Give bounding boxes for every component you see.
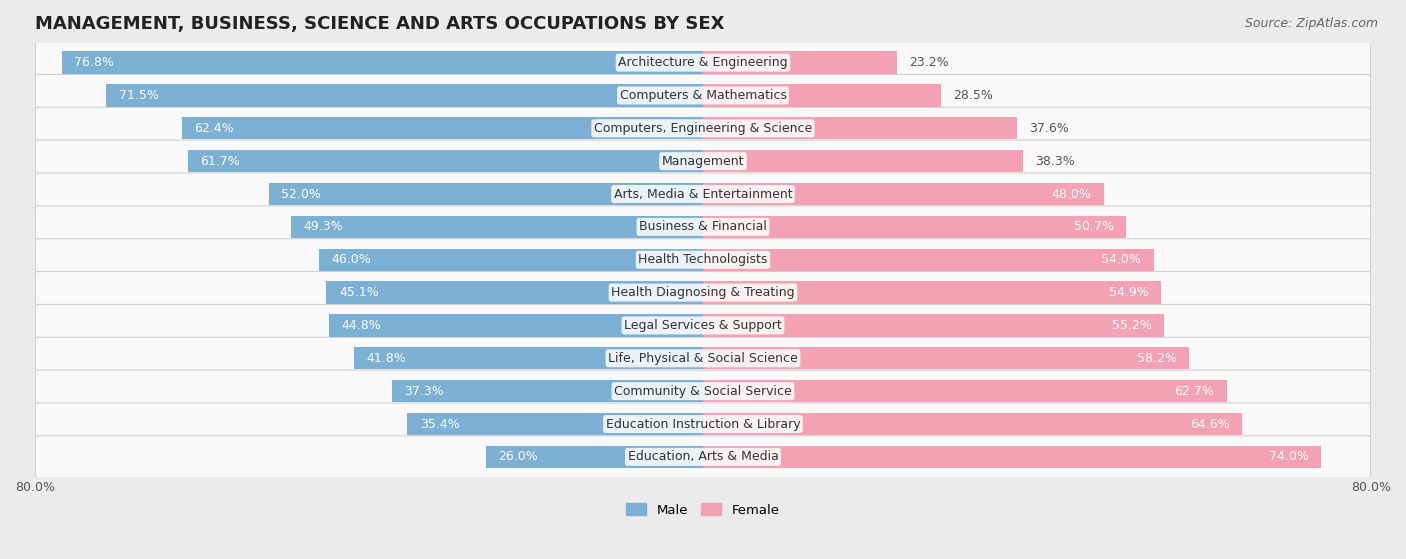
Bar bbox=[703, 150, 1022, 172]
Text: Source: ZipAtlas.com: Source: ZipAtlas.com bbox=[1244, 17, 1378, 30]
Bar bbox=[703, 446, 1320, 468]
Bar bbox=[703, 347, 1189, 369]
Text: 35.4%: 35.4% bbox=[420, 418, 460, 430]
Bar bbox=[703, 314, 1164, 337]
Bar bbox=[181, 117, 703, 140]
Text: 28.5%: 28.5% bbox=[953, 89, 994, 102]
Text: Computers, Engineering & Science: Computers, Engineering & Science bbox=[593, 122, 813, 135]
Text: 61.7%: 61.7% bbox=[200, 155, 240, 168]
Bar bbox=[703, 183, 1104, 205]
Legend: Male, Female: Male, Female bbox=[621, 498, 785, 522]
Bar bbox=[408, 413, 703, 435]
Text: 38.3%: 38.3% bbox=[1035, 155, 1076, 168]
Text: 50.7%: 50.7% bbox=[1074, 220, 1114, 233]
Text: 26.0%: 26.0% bbox=[498, 451, 538, 463]
Text: 46.0%: 46.0% bbox=[332, 253, 371, 266]
Bar bbox=[391, 380, 703, 402]
Bar bbox=[62, 51, 703, 74]
Bar bbox=[703, 216, 1126, 238]
Text: 52.0%: 52.0% bbox=[281, 187, 321, 201]
Text: 62.4%: 62.4% bbox=[194, 122, 235, 135]
Text: Life, Physical & Social Science: Life, Physical & Social Science bbox=[609, 352, 797, 365]
Text: Education Instruction & Library: Education Instruction & Library bbox=[606, 418, 800, 430]
Text: Legal Services & Support: Legal Services & Support bbox=[624, 319, 782, 332]
FancyBboxPatch shape bbox=[35, 206, 1371, 248]
Bar bbox=[703, 84, 941, 107]
Text: 62.7%: 62.7% bbox=[1174, 385, 1213, 397]
FancyBboxPatch shape bbox=[35, 403, 1371, 445]
Text: MANAGEMENT, BUSINESS, SCIENCE AND ARTS OCCUPATIONS BY SEX: MANAGEMENT, BUSINESS, SCIENCE AND ARTS O… bbox=[35, 15, 724, 33]
Text: Health Technologists: Health Technologists bbox=[638, 253, 768, 266]
Text: Education, Arts & Media: Education, Arts & Media bbox=[627, 451, 779, 463]
Bar bbox=[269, 183, 703, 205]
Bar bbox=[105, 84, 703, 107]
Bar bbox=[703, 281, 1161, 304]
Text: 74.0%: 74.0% bbox=[1268, 451, 1309, 463]
FancyBboxPatch shape bbox=[35, 107, 1371, 149]
FancyBboxPatch shape bbox=[35, 140, 1371, 182]
Text: Arts, Media & Entertainment: Arts, Media & Entertainment bbox=[613, 187, 793, 201]
Text: Health Diagnosing & Treating: Health Diagnosing & Treating bbox=[612, 286, 794, 299]
Text: 37.6%: 37.6% bbox=[1029, 122, 1069, 135]
Text: 37.3%: 37.3% bbox=[404, 385, 444, 397]
Bar bbox=[703, 249, 1154, 271]
Text: Business & Financial: Business & Financial bbox=[640, 220, 766, 233]
Bar bbox=[703, 413, 1243, 435]
Bar bbox=[291, 216, 703, 238]
Text: Architecture & Engineering: Architecture & Engineering bbox=[619, 56, 787, 69]
Bar bbox=[326, 281, 703, 304]
Text: 64.6%: 64.6% bbox=[1191, 418, 1230, 430]
FancyBboxPatch shape bbox=[35, 370, 1371, 412]
FancyBboxPatch shape bbox=[35, 41, 1371, 84]
Bar bbox=[329, 314, 703, 337]
FancyBboxPatch shape bbox=[35, 337, 1371, 380]
Bar bbox=[703, 117, 1017, 140]
Text: 71.5%: 71.5% bbox=[118, 89, 159, 102]
Text: Community & Social Service: Community & Social Service bbox=[614, 385, 792, 397]
FancyBboxPatch shape bbox=[35, 74, 1371, 116]
Text: 45.1%: 45.1% bbox=[339, 286, 378, 299]
Text: 23.2%: 23.2% bbox=[910, 56, 949, 69]
Bar bbox=[319, 249, 703, 271]
Bar bbox=[703, 51, 897, 74]
Text: 41.8%: 41.8% bbox=[367, 352, 406, 365]
FancyBboxPatch shape bbox=[35, 173, 1371, 215]
Text: 44.8%: 44.8% bbox=[342, 319, 381, 332]
FancyBboxPatch shape bbox=[35, 272, 1371, 314]
Text: 48.0%: 48.0% bbox=[1052, 187, 1091, 201]
Bar bbox=[703, 380, 1226, 402]
Bar bbox=[486, 446, 703, 468]
Text: 54.9%: 54.9% bbox=[1109, 286, 1149, 299]
Text: Computers & Mathematics: Computers & Mathematics bbox=[620, 89, 786, 102]
Text: 54.0%: 54.0% bbox=[1101, 253, 1142, 266]
FancyBboxPatch shape bbox=[35, 436, 1371, 478]
Bar bbox=[188, 150, 703, 172]
Text: 55.2%: 55.2% bbox=[1112, 319, 1152, 332]
FancyBboxPatch shape bbox=[35, 305, 1371, 347]
Text: 76.8%: 76.8% bbox=[75, 56, 114, 69]
Text: Management: Management bbox=[662, 155, 744, 168]
Text: 58.2%: 58.2% bbox=[1136, 352, 1177, 365]
Bar bbox=[354, 347, 703, 369]
FancyBboxPatch shape bbox=[35, 239, 1371, 281]
Text: 49.3%: 49.3% bbox=[304, 220, 343, 233]
